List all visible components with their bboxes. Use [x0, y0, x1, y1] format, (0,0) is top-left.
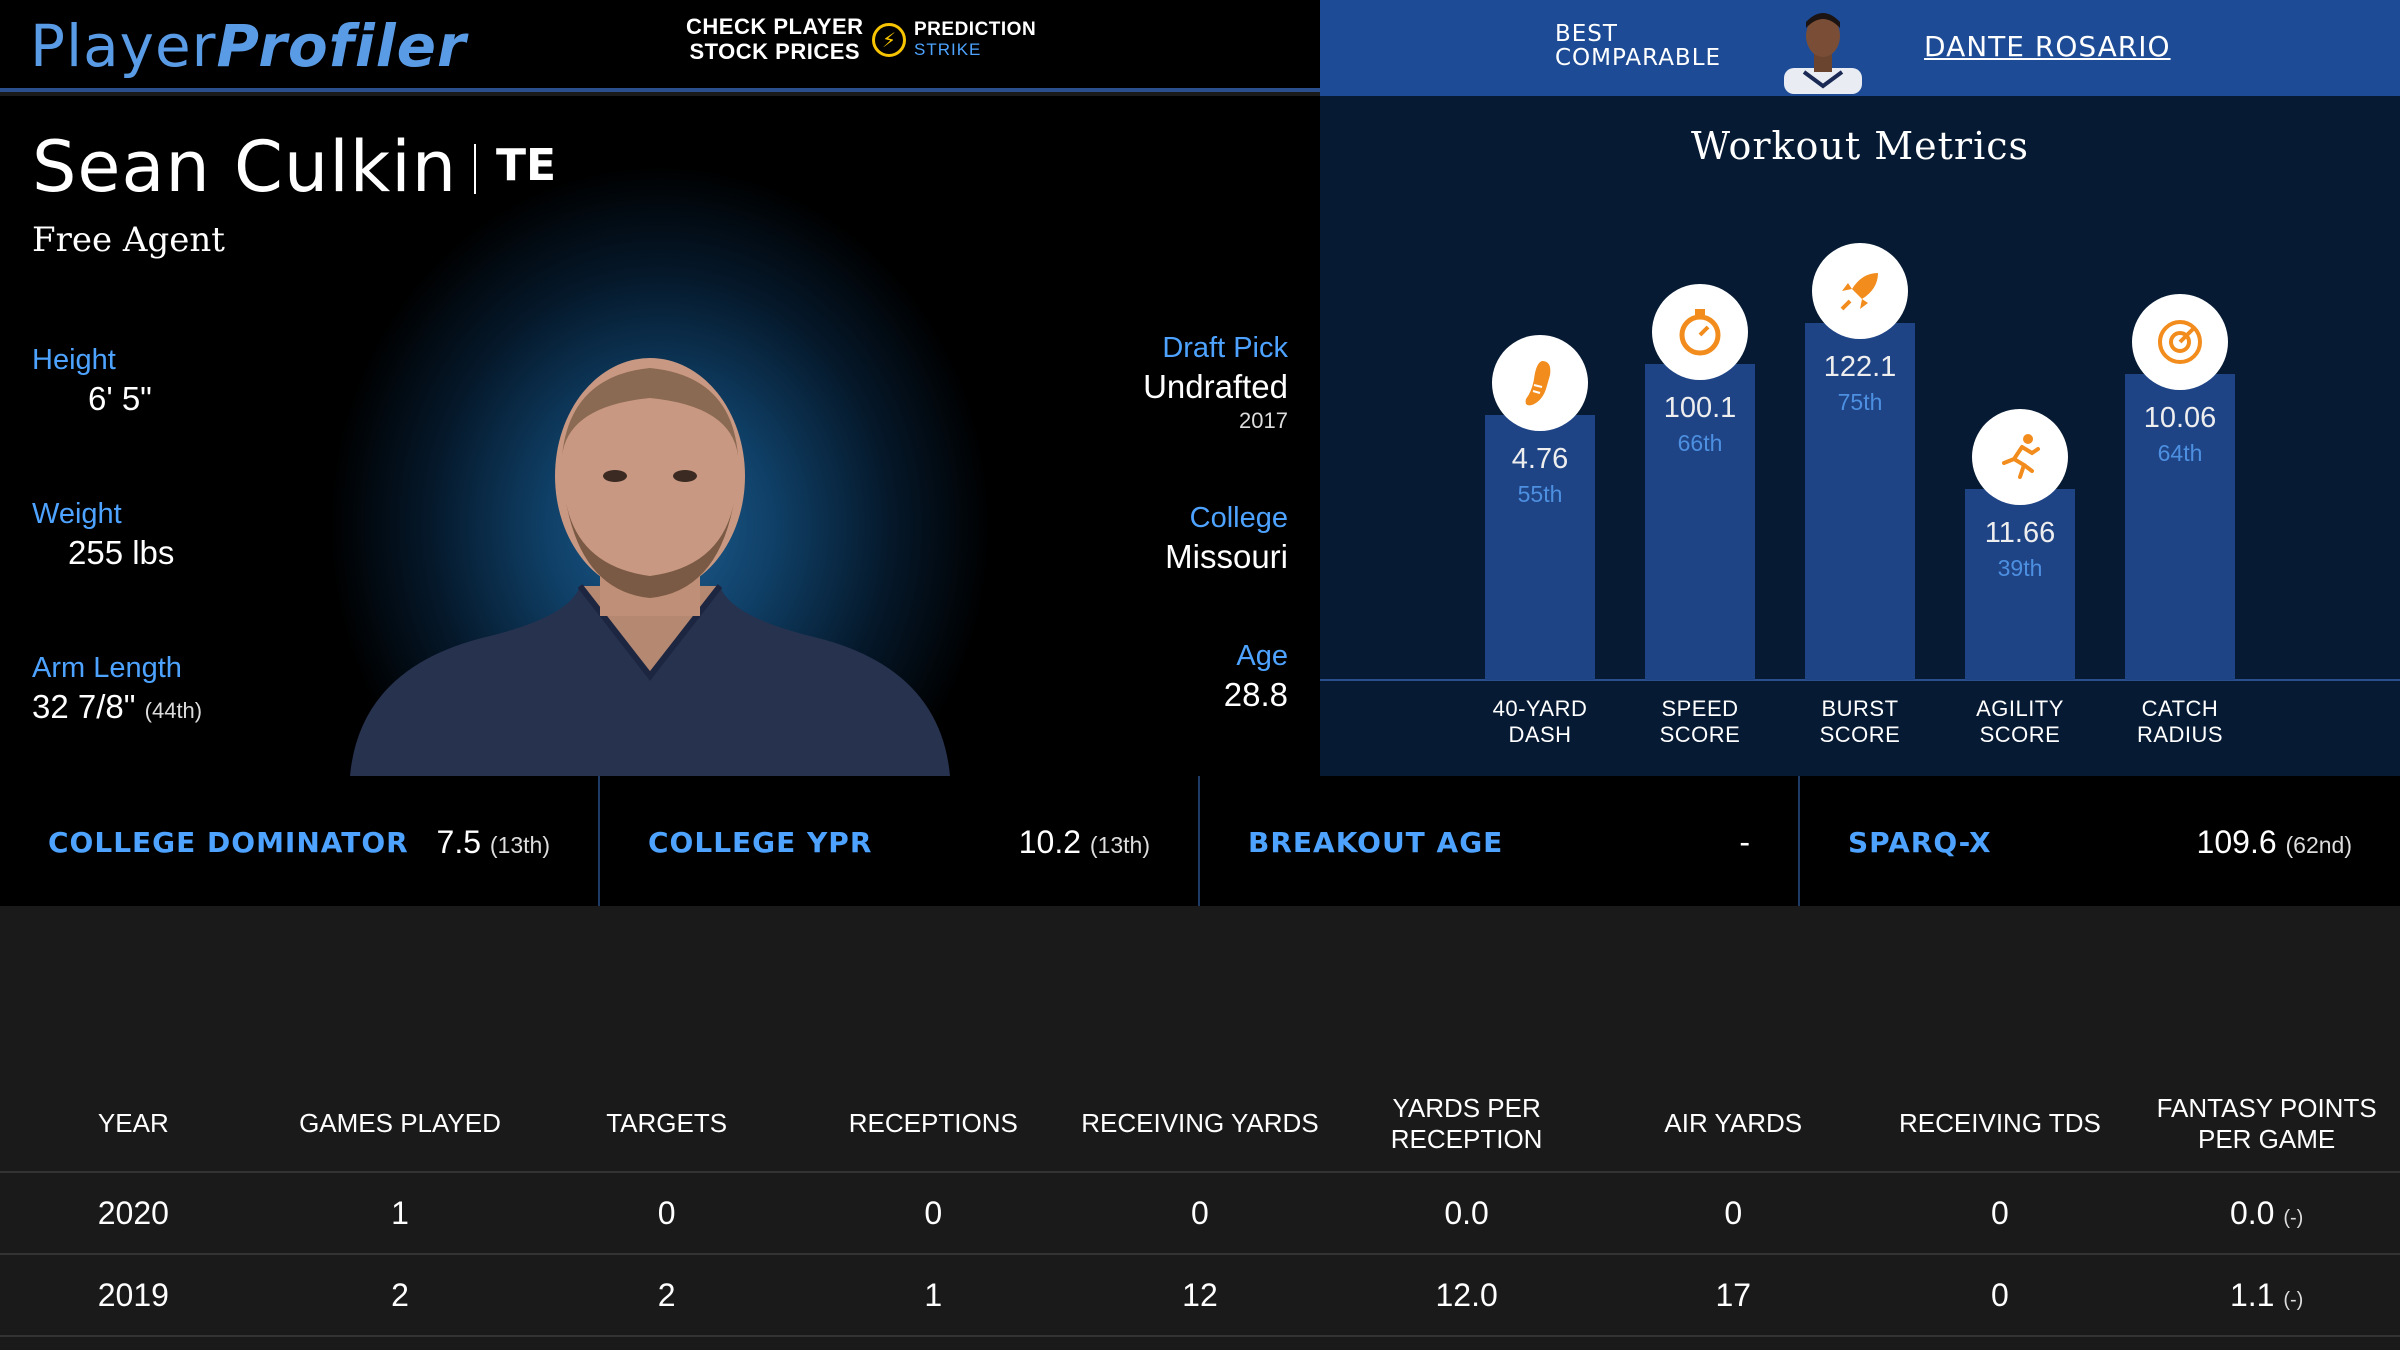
stats-table: YEAR GAMES PLAYED TARGETS RECEPTIONS REC… — [0, 1076, 2400, 1337]
table-cell: 0.0 — [1333, 1172, 1600, 1255]
bar-catch-radius[interactable]: 10.06 64th — [2125, 374, 2235, 680]
table-cell: 12 — [1066, 1254, 1334, 1337]
chart-baseline — [1320, 679, 2400, 681]
workout-title: Workout Metrics — [1690, 124, 2030, 168]
col-receiving-yards[interactable]: RECEIVING YARDS — [1066, 1076, 1334, 1173]
table-cell: 1 — [266, 1172, 534, 1255]
col-games-played[interactable]: GAMES PLAYED — [266, 1076, 534, 1173]
table-cell: 1.1 (-) — [2133, 1254, 2400, 1337]
bar-label-speed-score: SPEED SCORE — [1659, 696, 1741, 747]
table-cell: 2 — [266, 1254, 534, 1337]
draft-year: 2017 — [1239, 408, 1288, 433]
height-label: Height — [32, 344, 116, 376]
draft-pick-label: Draft Pick — [1162, 332, 1288, 364]
bar-label-burst-score: BURST SCORE — [1819, 696, 1901, 747]
table-row: 2019 2 2 1 12 12.0 17 0 1.1 (-) — [0, 1254, 2400, 1337]
bar-percentile: 66th — [1677, 430, 1723, 456]
comparable-player-link[interactable]: DANTE ROSARIO — [1924, 30, 2171, 63]
col-year[interactable]: YEAR — [0, 1076, 267, 1173]
table-row: 2020 1 0 0 0 0.0 0 0 0.0 (-) — [0, 1172, 2400, 1255]
age-label: Age — [1236, 640, 1288, 672]
age-value: 28.8 — [1223, 676, 1288, 713]
metric-breakout-age[interactable]: BREAKOUT AGE - — [1200, 776, 1800, 906]
table-cell: 2 — [533, 1254, 800, 1337]
bar-percentile: 55th — [1517, 481, 1563, 507]
table-header-row: YEAR GAMES PLAYED TARGETS RECEPTIONS REC… — [0, 1076, 2400, 1173]
bar-percentile: 39th — [1997, 555, 2043, 581]
stock-line-1: CHECK PLAYER — [686, 14, 864, 39]
col-air-yards[interactable]: AIR YARDS — [1599, 1076, 1867, 1173]
name-divider — [474, 144, 476, 194]
stopwatch-icon — [1652, 284, 1748, 380]
college-metrics-strip: COLLEGE DOMINATOR 7.5 (13th) COLLEGE YPR… — [0, 776, 2400, 906]
bar-value: 4.76 — [1511, 443, 1569, 475]
metric-college-ypr[interactable]: COLLEGE YPR 10.2 (13th) — [600, 776, 1200, 906]
table-cell: 2020 — [0, 1172, 267, 1255]
table-cell: 0 — [1599, 1172, 1867, 1255]
col-yards-per-reception[interactable]: YARDS PER RECEPTION — [1333, 1076, 1600, 1173]
table-cell: 0 — [1066, 1172, 1334, 1255]
table-cell: 0 — [1866, 1172, 2134, 1255]
bar-value: 11.66 — [1984, 517, 2056, 549]
col-receiving-tds[interactable]: RECEIVING TDS — [1866, 1076, 2134, 1173]
bar-label-40-yard-dash: 40-YARD DASH — [1492, 696, 1588, 747]
site-logo[interactable]: PlayerProfiler — [30, 12, 467, 80]
player-position: TE — [496, 140, 557, 191]
table-cell: 17 — [1599, 1254, 1867, 1337]
bar-label-agility-score: AGILITY SCORE — [1976, 696, 2064, 747]
bar-value: 100.1 — [1663, 392, 1737, 424]
player-photo — [350, 358, 950, 776]
table-cell: 0 — [799, 1172, 1067, 1255]
col-targets[interactable]: TARGETS — [533, 1076, 800, 1173]
arm-length-rank: (44th) — [144, 698, 203, 723]
arm-length-value: 32 7/8" (44th) — [32, 688, 203, 725]
bar-agility-score[interactable]: 11.66 39th — [1965, 489, 2075, 680]
stock-line-2: STOCK PRICES — [689, 39, 861, 64]
table-cell: 12.0 — [1333, 1254, 1600, 1337]
bar-value: 10.06 — [2143, 402, 2217, 434]
prediction-strike-logo[interactable]: ⚡ PREDICTION STRIKE — [872, 20, 1036, 60]
weight-value: 255 lbs — [68, 534, 175, 571]
runner-icon — [1972, 409, 2068, 505]
bar-percentile: 64th — [2157, 440, 2203, 466]
bar-label-catch-radius: CATCH RADIUS — [2136, 696, 2224, 747]
bar-value: 122.1 — [1823, 351, 1897, 383]
bar-burst-score[interactable]: 122.1 75th — [1805, 323, 1915, 680]
target-icon — [2132, 294, 2228, 390]
bar-speed-score[interactable]: 100.1 66th — [1645, 364, 1755, 680]
table-cell: 0 — [1866, 1254, 2134, 1337]
lightning-bolt-icon: ⚡ — [872, 23, 906, 57]
col-fantasy-points-per-game[interactable]: FANTASY POINTS PER GAME — [2133, 1076, 2400, 1173]
draft-pick-value: Undrafted — [1143, 368, 1288, 405]
comparable-player-avatar — [1784, 13, 1862, 94]
running-shoe-icon — [1492, 335, 1588, 431]
player-name: Sean Culkin — [32, 126, 458, 208]
top-bar: PlayerProfiler CHECK PLAYER STOCK PRICES… — [0, 0, 2400, 96]
bar-40-yard-dash[interactable]: 4.76 55th — [1485, 415, 1595, 680]
height-value: 6' 5" — [88, 380, 152, 417]
college-label: College — [1189, 502, 1288, 534]
player-panel: Sean Culkin TE Free Agent Height 6' 5" W… — [0, 96, 1320, 776]
metric-sparq-x[interactable]: SPARQ-X 109.6 (62nd) — [1848, 824, 2352, 860]
table-cell: 0.0 (-) — [2133, 1172, 2400, 1255]
best-comparable-label: BEST COMPARABLE — [1555, 21, 1722, 71]
col-receptions[interactable]: RECEPTIONS — [799, 1076, 1067, 1173]
partner-line-2: STRIKE — [914, 40, 982, 59]
metric-college-dominator[interactable]: COLLEGE DOMINATOR 7.5 (13th) — [0, 776, 600, 906]
stats-section: YEAR GAMES PLAYED TARGETS RECEPTIONS REC… — [0, 906, 2400, 1350]
college-value: Missouri — [1165, 538, 1288, 575]
table-cell: 2019 — [0, 1254, 267, 1337]
bar-percentile: 75th — [1837, 389, 1883, 415]
top-bar-left: PlayerProfiler CHECK PLAYER STOCK PRICES… — [0, 0, 1320, 92]
player-team: Free Agent — [32, 220, 225, 260]
table-cell: 0 — [533, 1172, 800, 1255]
stock-prices-link[interactable]: CHECK PLAYER STOCK PRICES — [686, 14, 864, 64]
partner-line-1: PREDICTION — [914, 19, 1037, 40]
workout-metrics-panel: Workout Metrics 4.76 55th 40-YARD DASH 1… — [1320, 96, 2400, 776]
arm-length-label: Arm Length — [32, 652, 182, 684]
rocket-icon — [1812, 243, 1908, 339]
weight-label: Weight — [32, 498, 122, 530]
table-cell: 1 — [799, 1254, 1067, 1337]
